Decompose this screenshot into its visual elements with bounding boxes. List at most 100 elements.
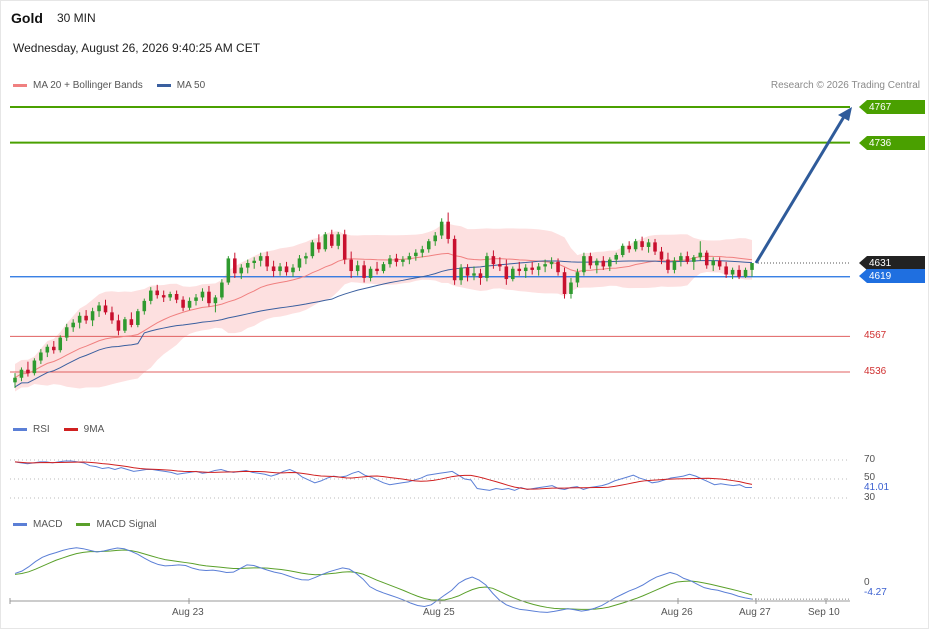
timestamp: Wednesday, August 26, 2026 9:40:25 AM CE… (13, 41, 261, 55)
candle-body (743, 269, 748, 277)
level-tag-last: 4631 (859, 256, 925, 270)
candle-body (129, 319, 134, 325)
level-pivot-value: 4619 (869, 270, 892, 282)
candle-body (730, 269, 735, 275)
candle-body (207, 291, 211, 304)
instrument-title: Gold (11, 10, 43, 26)
candle-body (368, 268, 373, 278)
x-label-aug26: Aug 26 (661, 607, 693, 618)
level-tag-r1: 4736 (859, 136, 925, 150)
candle-body (226, 258, 231, 283)
candle-body (575, 272, 580, 283)
candle-body (530, 267, 534, 270)
candle-body (213, 297, 218, 304)
candle-body (349, 259, 353, 272)
candle-body (362, 265, 366, 278)
candle-body (465, 267, 470, 276)
candle-body (614, 254, 619, 260)
candle-body (284, 266, 289, 273)
candle-body (517, 268, 522, 272)
candle-body (200, 291, 205, 298)
candle-body (187, 300, 192, 308)
candle-body (679, 256, 683, 261)
candle-body (123, 319, 127, 331)
candle-body (239, 267, 244, 274)
candle-body (472, 273, 476, 276)
macd-swatch (13, 523, 27, 526)
x-label-aug23: Aug 23 (172, 607, 204, 618)
candle-body (19, 369, 24, 378)
candle-body (452, 238, 457, 281)
candle-body (245, 263, 250, 268)
legend-ma20-label: MA 20 + Bollinger Bands (33, 80, 143, 91)
level-r2-value: 4767 (869, 101, 892, 113)
candle-body (258, 256, 263, 261)
ma50-line (14, 260, 753, 388)
candle-body (420, 249, 425, 253)
legend-macd-signal-label: MACD Signal (96, 519, 157, 530)
candle-body (491, 256, 496, 265)
rsi-swatch (13, 428, 27, 431)
candle-body (426, 241, 431, 250)
candle-body (692, 257, 696, 262)
candle-body (401, 259, 405, 262)
x-label-aug25: Aug 25 (423, 607, 455, 618)
interval-label[interactable]: 30 MIN (57, 11, 96, 25)
candle-body (627, 245, 631, 250)
candle-body (181, 299, 185, 308)
candle-body (77, 315, 82, 323)
candle-body (84, 315, 88, 321)
level-s1-value: 4567 (864, 330, 887, 341)
candle-body (698, 252, 703, 258)
ma20-swatch (13, 84, 27, 87)
candle-body (498, 264, 502, 267)
candle-body (737, 269, 741, 277)
candle-body (71, 322, 75, 328)
candle-body (685, 256, 690, 262)
candle-body (317, 242, 321, 250)
candle-body (556, 261, 560, 273)
rsi-tick-50: 50 (864, 472, 876, 483)
candle-body (13, 377, 17, 383)
candle-body (336, 234, 341, 246)
candle-body (330, 234, 334, 246)
macd-tick-0: 0 (864, 577, 870, 588)
candle-body (620, 245, 625, 255)
candle-body (601, 260, 606, 267)
candle-body (291, 267, 295, 273)
ma50-swatch (156, 84, 171, 87)
candle-body (52, 346, 56, 351)
candle-body (446, 221, 450, 239)
candle-body (265, 256, 269, 267)
candle-body (543, 264, 547, 267)
forecast-arrowhead (838, 107, 852, 121)
candle-body (90, 311, 95, 321)
candle-body (116, 320, 121, 331)
candle-body (103, 305, 108, 313)
legend-rsi-label: RSI (33, 424, 50, 435)
candle-body (536, 266, 541, 270)
candle-body (607, 259, 612, 267)
candle-body (569, 282, 573, 294)
candle-body (485, 256, 489, 278)
rsi-ma-swatch (63, 428, 78, 431)
candle-body (297, 258, 302, 268)
candle-body (32, 360, 37, 374)
candle-body (595, 260, 599, 266)
candle-body (504, 266, 509, 280)
candle-body (148, 290, 153, 301)
level-r1-value: 4736 (869, 137, 892, 149)
candle-body (220, 282, 224, 298)
candle-body (174, 293, 179, 300)
rsi-ma-line (14, 461, 753, 490)
macd-signal-swatch (76, 523, 91, 526)
legend-rsi-ma-label: 9MA (83, 424, 105, 435)
candle-body (633, 241, 638, 250)
candle-body (511, 268, 515, 280)
candle-body (252, 260, 256, 264)
candle-body (26, 369, 30, 374)
candle-body (168, 293, 172, 298)
candle-body (323, 234, 328, 250)
candle-body (414, 252, 418, 257)
